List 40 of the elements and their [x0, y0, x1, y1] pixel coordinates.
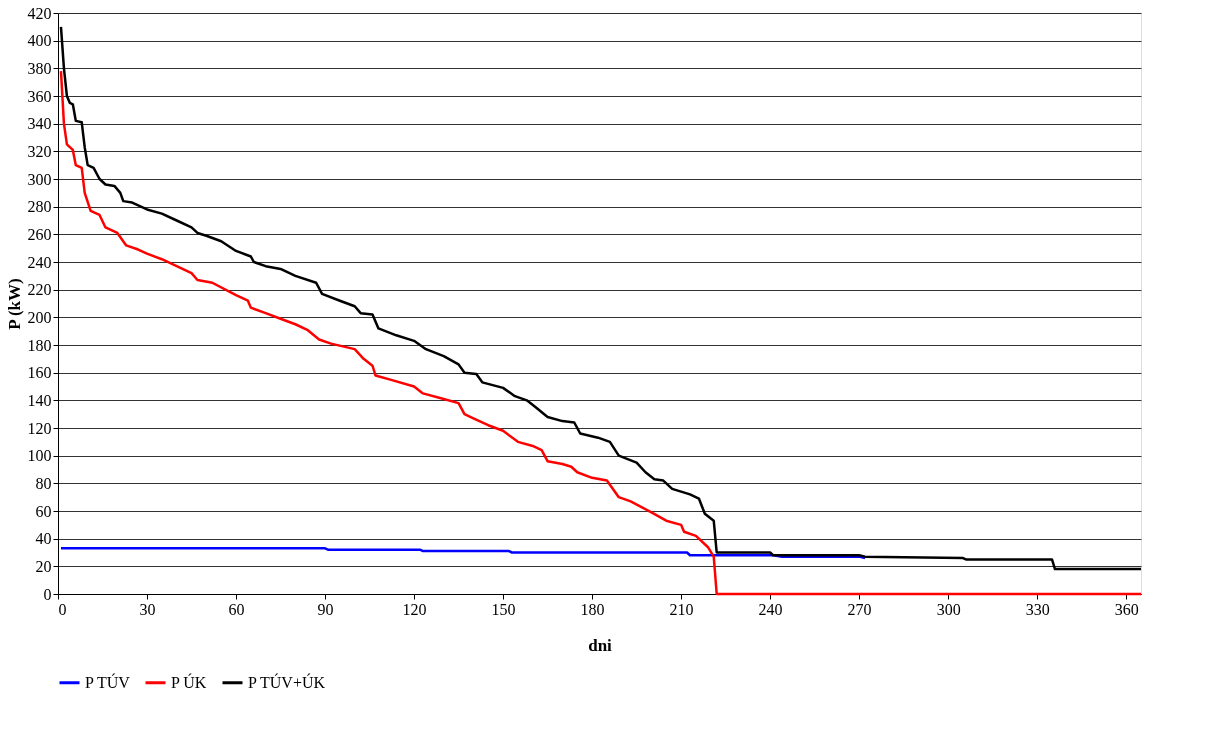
x-tick-label: 60: [228, 600, 245, 618]
y-tick-label: 120: [27, 419, 52, 437]
legend-label: P ÚK: [171, 672, 207, 691]
x-tick-label: 270: [847, 600, 872, 618]
x-tick-label: 360: [1114, 600, 1139, 618]
y-tick-label: 220: [27, 281, 52, 299]
legend-label: P TÚV: [85, 672, 131, 691]
x-tick-label: 330: [1025, 600, 1050, 618]
y-tick-label: 380: [27, 59, 52, 77]
x-tick-label: 30: [139, 600, 156, 618]
y-tick-label: 360: [27, 87, 52, 105]
y-tick-label: 20: [35, 557, 52, 575]
x-axis-title: dni: [588, 635, 613, 655]
y-tick-label: 60: [35, 502, 52, 520]
y-tick-label: 280: [27, 198, 52, 216]
y-tick-label: 320: [27, 142, 52, 160]
x-tick-label: 0: [58, 600, 67, 618]
y-tick-label: 180: [27, 336, 52, 354]
legend-label: P TÚV+ÚK: [248, 672, 326, 691]
y-tick-label: 140: [27, 391, 52, 409]
x-tick-label: 240: [758, 600, 783, 618]
y-tick-label: 400: [27, 32, 52, 50]
y-tick-label: 40: [35, 530, 52, 548]
x-tick-label: 210: [669, 600, 694, 618]
y-tick-label: 100: [27, 447, 52, 465]
x-tick-label: 150: [491, 600, 516, 618]
y-tick-label: 340: [27, 115, 52, 133]
y-tick-label: 0: [43, 585, 52, 603]
x-tick-label: 90: [317, 600, 334, 618]
x-tick-label: 180: [580, 600, 605, 618]
y-tick-label: 240: [27, 253, 52, 271]
y-tick-label: 200: [27, 308, 52, 326]
y-axis-title: P (kW): [4, 278, 24, 330]
y-tick-label: 160: [27, 364, 52, 382]
y-tick-label: 80: [35, 474, 52, 492]
y-tick-label: 420: [27, 4, 52, 22]
y-tick-label: 260: [27, 225, 52, 243]
y-tick-label: 300: [27, 170, 52, 188]
x-tick-label: 120: [402, 600, 427, 618]
x-tick-label: 300: [936, 600, 961, 618]
